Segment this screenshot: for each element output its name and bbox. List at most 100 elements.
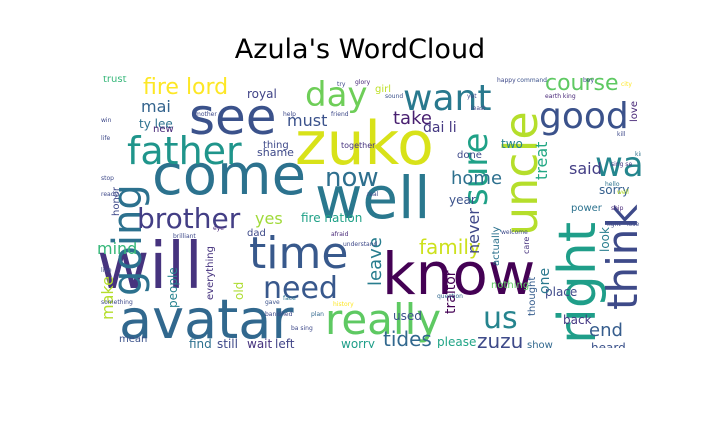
cloud-word-tides: tides	[383, 327, 432, 348]
cloud-word-happy: happy	[497, 77, 516, 84]
cloud-word-welcome: welcome	[501, 229, 528, 236]
cloud-word-live: live	[101, 267, 112, 274]
cloud-word-thought: thought	[527, 277, 538, 316]
cloud-word-will: will	[97, 230, 203, 304]
cloud-word-sound: sound	[385, 93, 403, 100]
cloud-word-new: new	[153, 124, 174, 135]
cloud-word-traitor: traitor	[443, 270, 459, 314]
cloud-word-mind: mind	[97, 239, 137, 258]
cloud-word-people: people	[166, 267, 180, 308]
cloud-word-left: left	[275, 337, 295, 348]
cloud-word-history: history	[333, 301, 354, 308]
cloud-word-actually: actually	[491, 226, 502, 266]
cloud-word-command: command	[517, 77, 547, 84]
cloud-word-dad: dad	[247, 228, 266, 239]
word-cloud: zuko know will well come avatar see uncle right t…	[97, 76, 641, 348]
cloud-word-earth-king: earth king	[545, 93, 576, 100]
cloud-word-place: place	[545, 285, 577, 299]
cloud-word-good: good	[539, 96, 629, 137]
cloud-word-care: care	[522, 237, 531, 254]
cloud-word-father: father	[127, 129, 242, 173]
cloud-word-avatar: avatar	[119, 288, 294, 348]
chart-title: Azula's WordCloud	[234, 34, 486, 65]
cloud-word-ba-sing: ba sing	[291, 325, 313, 332]
cloud-word-see: see	[189, 88, 277, 146]
cloud-word-sing-se: sing se	[611, 161, 632, 168]
cloud-word-girl: girl	[375, 84, 391, 95]
cloud-word-mai: mai	[141, 97, 171, 116]
cloud-word-everything: everything	[205, 246, 216, 300]
cloud-word-eye: eye	[213, 225, 224, 232]
cloud-word-zuzu: zuzu	[477, 329, 523, 348]
cloud-word-make: make	[98, 276, 117, 320]
cloud-word-used: used	[393, 309, 422, 323]
cloud-word-life: life	[101, 135, 110, 142]
cloud-word-yet: yet	[467, 93, 477, 100]
cloud-word-really: really	[325, 295, 441, 344]
cloud-word-fire-nation: fire nation	[301, 211, 362, 225]
cloud-word-boy: boy	[583, 77, 594, 84]
cloud-word-sorry: sorry	[599, 183, 629, 197]
cloud-word-fire-lord: fire lord	[143, 76, 228, 100]
cloud-word-must: must	[287, 111, 327, 130]
cloud-word-day: day	[305, 76, 368, 115]
cloud-word-brilliant: brilliant	[173, 233, 196, 240]
cloud-word-dai-li: dai li	[423, 120, 457, 136]
cloud-word-plan: plan	[311, 311, 324, 318]
cloud-word-look: look	[598, 227, 612, 252]
cloud-word-never: never	[464, 208, 483, 254]
cloud-word-banished: banished	[265, 311, 293, 318]
cloud-word-us: us	[483, 301, 518, 336]
cloud-word-mean: mean	[119, 334, 147, 345]
cloud-word-brother: brother	[137, 202, 241, 235]
cloud-word-stop: stop	[101, 175, 114, 182]
cloud-word-well: well	[617, 189, 629, 196]
cloud-word-friend: friend	[331, 111, 349, 118]
cloud-word-fight: fight	[607, 221, 621, 228]
cloud-word-please: please	[437, 335, 476, 348]
cloud-word-sure: sure	[456, 133, 496, 206]
cloud-word-least: least	[471, 105, 486, 112]
cloud-word-show: show	[527, 340, 553, 348]
cloud-word-hello: hello	[605, 181, 620, 188]
cloud-word-wait: wait	[247, 337, 273, 348]
cloud-word-back: back	[563, 313, 592, 327]
cloud-word-ty-lee: ty lee	[139, 117, 173, 131]
cloud-word-well: well	[315, 164, 430, 232]
cloud-word-family: family	[419, 235, 481, 259]
cloud-word-come: come	[152, 143, 306, 208]
cloud-word-afraid: afraid	[331, 231, 349, 238]
cloud-word-shame: shame	[257, 146, 294, 159]
cloud-word-think: think	[598, 204, 641, 310]
cloud-word-done: done	[457, 150, 482, 161]
cloud-word-yes: yes	[255, 209, 283, 228]
cloud-word-home: home	[451, 168, 502, 189]
cloud-word-zuko: zuko	[295, 109, 434, 179]
cloud-word-face: face	[283, 295, 296, 302]
cloud-word-way: way	[595, 145, 641, 185]
cloud-word-lose: lose	[627, 221, 639, 228]
cloud-word-year: year	[449, 193, 476, 207]
cloud-word-uncle: uncle	[494, 111, 548, 236]
cloud-word-still: still	[217, 337, 238, 348]
cloud-word-kill: kill	[617, 131, 626, 138]
cloud-word-ready: ready	[101, 191, 119, 198]
cloud-word-one: one	[537, 268, 553, 294]
cloud-word-nothing: nothing	[491, 280, 529, 291]
cloud-word-glory: glory	[355, 79, 371, 86]
cloud-word-old: old	[232, 282, 246, 300]
cloud-word-going: going	[105, 184, 151, 296]
cloud-word-help: help	[283, 111, 296, 118]
cloud-word-course: course	[545, 76, 619, 96]
cloud-word-trust: trust	[103, 76, 127, 85]
cloud-word-royal: royal	[247, 87, 277, 101]
cloud-word-want: want	[403, 78, 491, 119]
cloud-word-leave: leave	[365, 237, 386, 286]
cloud-word-right: right	[548, 222, 608, 344]
cloud-word-love: love	[629, 101, 640, 122]
cloud-word-something: something	[101, 299, 133, 306]
cloud-word-real: real	[367, 191, 379, 198]
cloud-word-city: city	[621, 81, 632, 88]
cloud-word-two: two	[501, 137, 523, 151]
